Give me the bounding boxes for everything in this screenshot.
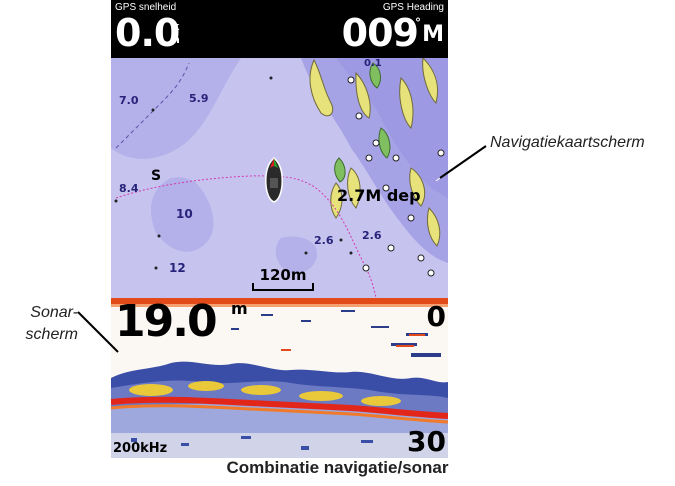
island-green-1	[378, 127, 391, 159]
heading-degree: °	[415, 16, 421, 30]
depth-sounding: 0.1	[364, 58, 382, 69]
range-top-label: 0	[426, 300, 446, 333]
fish-arches	[281, 334, 425, 351]
chart-graphics	[111, 58, 448, 298]
depth-sounding: 8.4	[119, 182, 139, 195]
figure-caption: Combinatie navigatie/sonar	[226, 458, 449, 477]
island-green-3	[369, 62, 381, 89]
range-bottom-label: 30	[407, 425, 446, 458]
bottom-clusters-yellow	[129, 381, 401, 406]
sonar-leader	[77, 311, 119, 353]
sonar-depth: 19.0	[115, 298, 218, 347]
sonar-callout-line2: scherm	[25, 326, 78, 343]
map-scale-label: 120m	[259, 266, 307, 284]
sounding-markers	[114, 76, 353, 270]
deep-speckle	[131, 436, 421, 451]
route-line	[115, 175, 377, 298]
distance-label: 2.7M dep	[337, 186, 421, 205]
shallow-island-south	[275, 236, 317, 274]
contour-line	[115, 62, 190, 149]
depth-sounding: 10	[176, 207, 193, 221]
sonar-callout: Sonar- scherm	[8, 302, 78, 346]
island-green-2	[334, 157, 346, 183]
depth-sounding: 5.9	[189, 92, 209, 105]
frequency-label: 200kHz	[113, 441, 168, 456]
shallow-island-west	[151, 177, 214, 252]
depth-sounding: 12	[169, 261, 186, 275]
depth-sounding: 2.6	[314, 234, 334, 247]
island-1	[309, 58, 334, 117]
depth-sounding: 2.6	[362, 229, 382, 242]
bottom-line-lower	[111, 404, 448, 424]
island-3	[399, 76, 414, 129]
sonar-graphics	[111, 298, 448, 458]
island-7	[409, 167, 426, 207]
speed-label: GPS snelheid	[115, 2, 177, 13]
bottom-line	[111, 396, 448, 419]
island-4	[422, 58, 438, 104]
navigation-chart[interactable]: 7.0 5.9 8.4 10 12 2.6 2.6 0.1 S 2.7M dep…	[111, 58, 448, 298]
sonar-panel[interactable]: 19.0 m 0 30 200kHz	[111, 298, 448, 458]
navigation-callout: Navigatiekaartscherm	[490, 134, 645, 151]
heading-unit: M	[422, 22, 444, 47]
data-header: GPS snelheid 0.0 k h GPS Heading 009 ° M	[111, 0, 448, 58]
island-6	[330, 182, 343, 219]
navigation-leader	[439, 145, 487, 179]
map-scale-bar	[252, 283, 314, 291]
island-8	[426, 207, 441, 247]
waypoint-label[interactable]: S	[151, 168, 162, 184]
sonar-depth-unit: m	[231, 299, 248, 318]
speed-value: 0.0	[115, 11, 180, 55]
shallow-area-nw	[111, 58, 241, 159]
depth-sounding: 7.0	[119, 94, 139, 107]
navaid-markers	[347, 76, 445, 277]
heading-label: GPS Heading	[382, 2, 444, 13]
shallow-east-inner	[336, 58, 448, 198]
island-5	[347, 167, 361, 209]
heading-value: 009	[341, 11, 419, 55]
speed-unit-top: k	[172, 20, 180, 33]
island-2	[355, 71, 371, 119]
speed-unit-bottom: h	[172, 33, 180, 46]
sonar-callout-line1: Sonar-	[30, 304, 78, 321]
device-screen: GPS snelheid 0.0 k h GPS Heading 009 ° M	[111, 0, 448, 458]
boat-icon	[265, 157, 283, 203]
